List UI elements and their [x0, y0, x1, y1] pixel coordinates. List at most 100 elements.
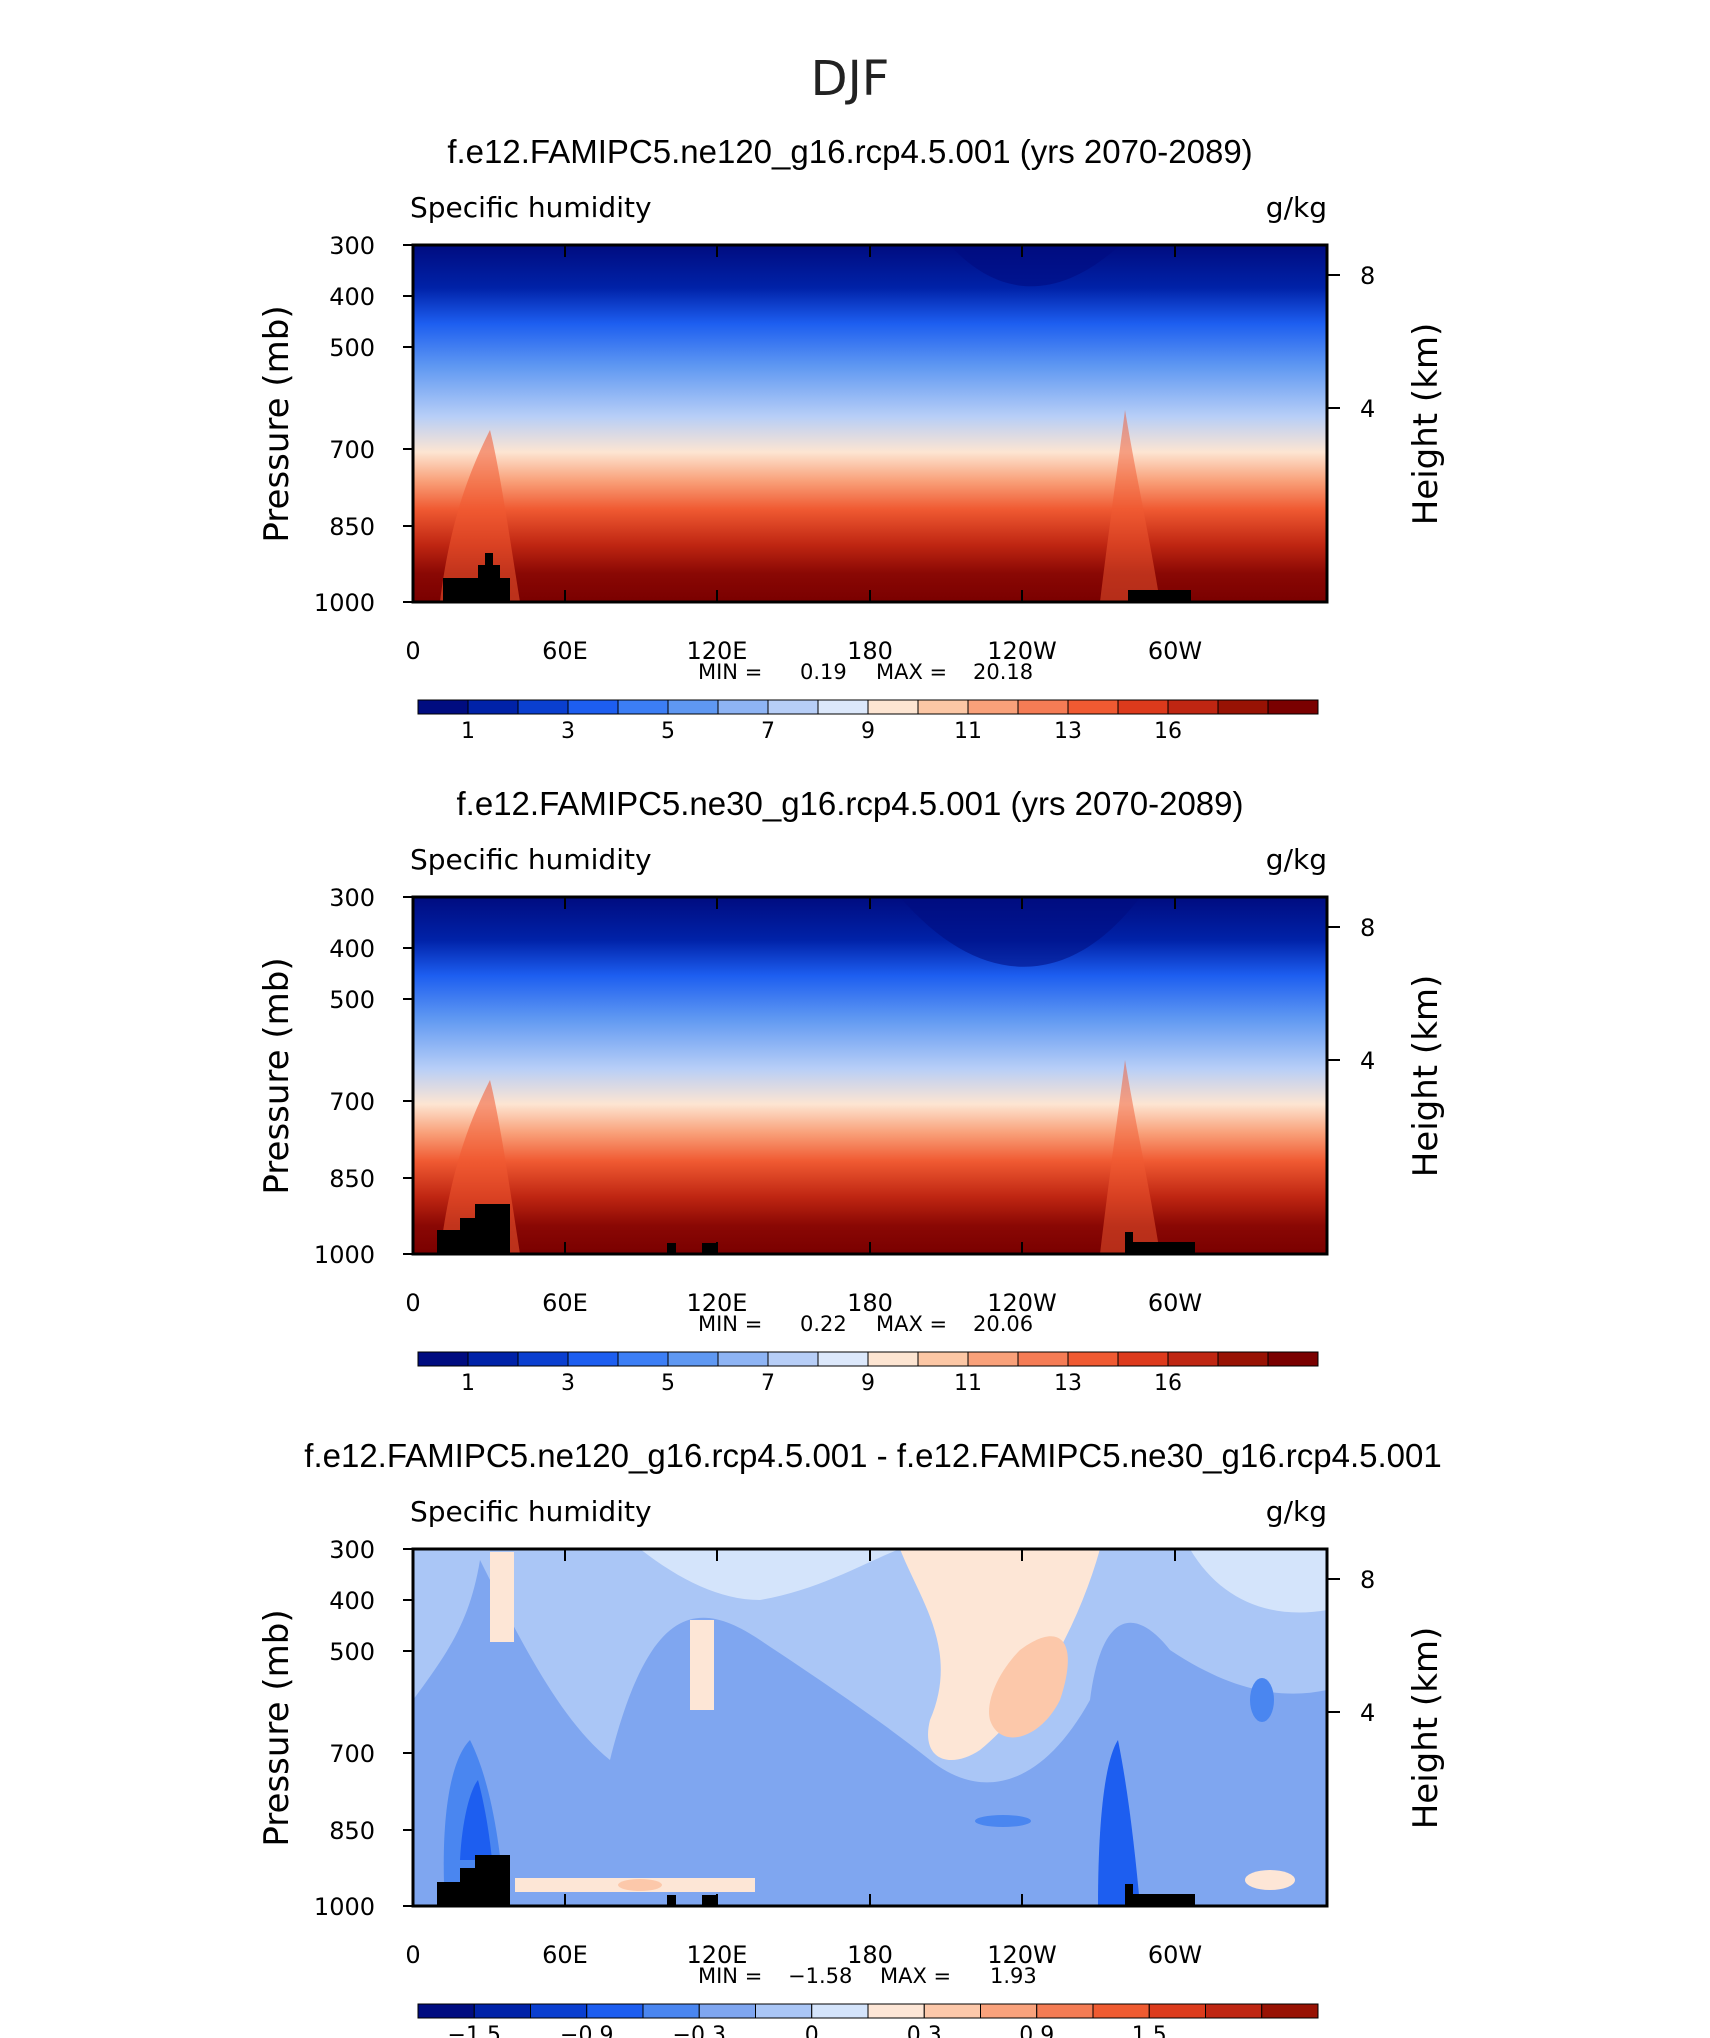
colorbar-swatch	[667, 1351, 719, 1367]
y-tick-label: 850	[329, 1817, 375, 1845]
colorbar-swatch	[586, 2003, 644, 2019]
colorbar-swatch	[867, 2003, 925, 2019]
colorbar-swatch	[755, 2003, 813, 2019]
panel-3: f.e12.FAMIPC5.ne120_g16.rcp4.5.001 - f.e…	[257, 1437, 1446, 2038]
colorbar-label: 16	[1154, 719, 1182, 744]
max-value: 20.18	[973, 660, 1033, 684]
x-tick-label: 180	[847, 1289, 893, 1317]
contour-field	[413, 245, 1327, 602]
axis-ticks	[403, 1548, 1340, 1907]
colorbar-swatch	[767, 699, 819, 715]
x-tick-label: 120W	[987, 1289, 1057, 1317]
dry-trough	[900, 897, 1140, 967]
topography-andes	[1125, 1232, 1195, 1254]
colorbar-swatch	[817, 1351, 869, 1367]
colorbar-swatch	[967, 1351, 1019, 1367]
positive-region	[900, 1549, 1100, 1760]
colorbar-label: 13	[1054, 1371, 1082, 1396]
colorbar-swatch	[1067, 699, 1119, 715]
colorbar-label: 9	[861, 1371, 875, 1396]
colorbar-swatch	[1217, 1351, 1269, 1367]
colorbar-label: 9	[861, 719, 875, 744]
light-region	[640, 1549, 900, 1600]
colorbar-swatch	[1036, 2003, 1094, 2019]
colorbar-swatch	[1267, 699, 1319, 715]
colorbar: 1 3 5 7 9 11 13 16	[417, 699, 1319, 744]
y-right-tick-label: 4	[1360, 1047, 1375, 1075]
colorbar-swatch	[923, 2003, 981, 2019]
colorbar-label: 11	[954, 719, 982, 744]
colorbar-swatch	[917, 699, 969, 715]
colorbar-label: 0.9	[1019, 2023, 1054, 2038]
y-right-tick-label: 4	[1360, 395, 1375, 423]
colorbar-swatch	[473, 2003, 531, 2019]
colorbar-swatch	[530, 2003, 588, 2019]
y-tick-label: 850	[329, 513, 375, 541]
colorbar-label: −0.9	[560, 2023, 613, 2038]
positive-strip	[690, 1620, 714, 1710]
y-right-axis-label: Height (km)	[1406, 323, 1446, 526]
y-axis-label: Pressure (mb)	[257, 957, 297, 1194]
x-tick-label: 60W	[1148, 1941, 1202, 1969]
x-tick-label: 120E	[687, 1941, 748, 1969]
units-label: g/kg	[1266, 843, 1327, 876]
x-tick-label: 60E	[542, 1941, 588, 1969]
dry-trough	[950, 245, 1120, 287]
y-tick-label: 850	[329, 1165, 375, 1193]
topography-andes	[1125, 1884, 1195, 1906]
topography-small	[702, 1895, 716, 1906]
topography-small	[667, 1243, 676, 1254]
colorbar-swatch	[617, 1351, 669, 1367]
x-tick-label: 120W	[987, 637, 1057, 665]
humidity-field	[413, 897, 1327, 1254]
colorbar-label: 0	[805, 2023, 819, 2038]
min-value: 0.19	[800, 660, 847, 684]
colorbar-label: 7	[761, 719, 775, 744]
panel-1: f.e12.FAMIPC5.ne120_g16.rcp4.5.001 (yrs …	[257, 133, 1446, 744]
x-tick-label: 120E	[687, 1289, 748, 1317]
topography-small	[702, 1243, 716, 1254]
colorbar-swatch	[1267, 1351, 1319, 1367]
colorbar-label: 1	[461, 719, 475, 744]
topography	[437, 1855, 510, 1906]
colorbar-swatch	[567, 1351, 619, 1367]
colorbar-swatch	[517, 699, 569, 715]
max-label: MAX =	[876, 660, 947, 684]
x-tick-label: 60E	[542, 637, 588, 665]
y-axis-label: Pressure (mb)	[257, 305, 297, 542]
colorbar-swatch	[517, 1351, 569, 1367]
colorbar-swatch	[642, 2003, 700, 2019]
colorbar-label: 3	[561, 719, 575, 744]
colorbar-swatch	[1167, 1351, 1219, 1367]
y-tick-label: 1000	[314, 589, 375, 617]
colorbar-swatch	[417, 699, 469, 715]
colorbar-swatch	[1092, 2003, 1150, 2019]
min-label: MIN =	[698, 1964, 762, 1988]
y-tick-label: 300	[329, 232, 375, 260]
x-tick-label: 0	[405, 1941, 420, 1969]
colorbar: 1 3 5 7 9 11 13 16	[417, 1351, 1319, 1396]
moisture-plume-andes	[1100, 410, 1160, 602]
topography-andes	[1128, 590, 1191, 602]
topography-small	[667, 1895, 676, 1906]
colorbar-swatch	[867, 699, 919, 715]
y-tick-label: 500	[329, 1638, 375, 1666]
colorbar-swatch	[467, 1351, 519, 1367]
colorbar-label: 1	[461, 1371, 475, 1396]
colorbar-label: 5	[661, 719, 675, 744]
colorbar-label: 5	[661, 1371, 675, 1396]
colorbar-swatch	[467, 699, 519, 715]
colorbar-label: 1.5	[1132, 2023, 1167, 2038]
units-label: g/kg	[1266, 191, 1327, 224]
negative-region	[413, 1560, 1327, 1906]
colorbar-swatch	[867, 1351, 919, 1367]
min-label: MIN =	[698, 660, 762, 684]
negative-core	[1098, 1740, 1140, 1906]
colorbar-label: 7	[761, 1371, 775, 1396]
colorbar-label: −0.3	[673, 2023, 726, 2038]
y-tick-label: 500	[329, 986, 375, 1014]
colorbar-swatch	[967, 699, 1019, 715]
colorbar-swatch	[567, 699, 619, 715]
colorbar-label: 11	[954, 1371, 982, 1396]
